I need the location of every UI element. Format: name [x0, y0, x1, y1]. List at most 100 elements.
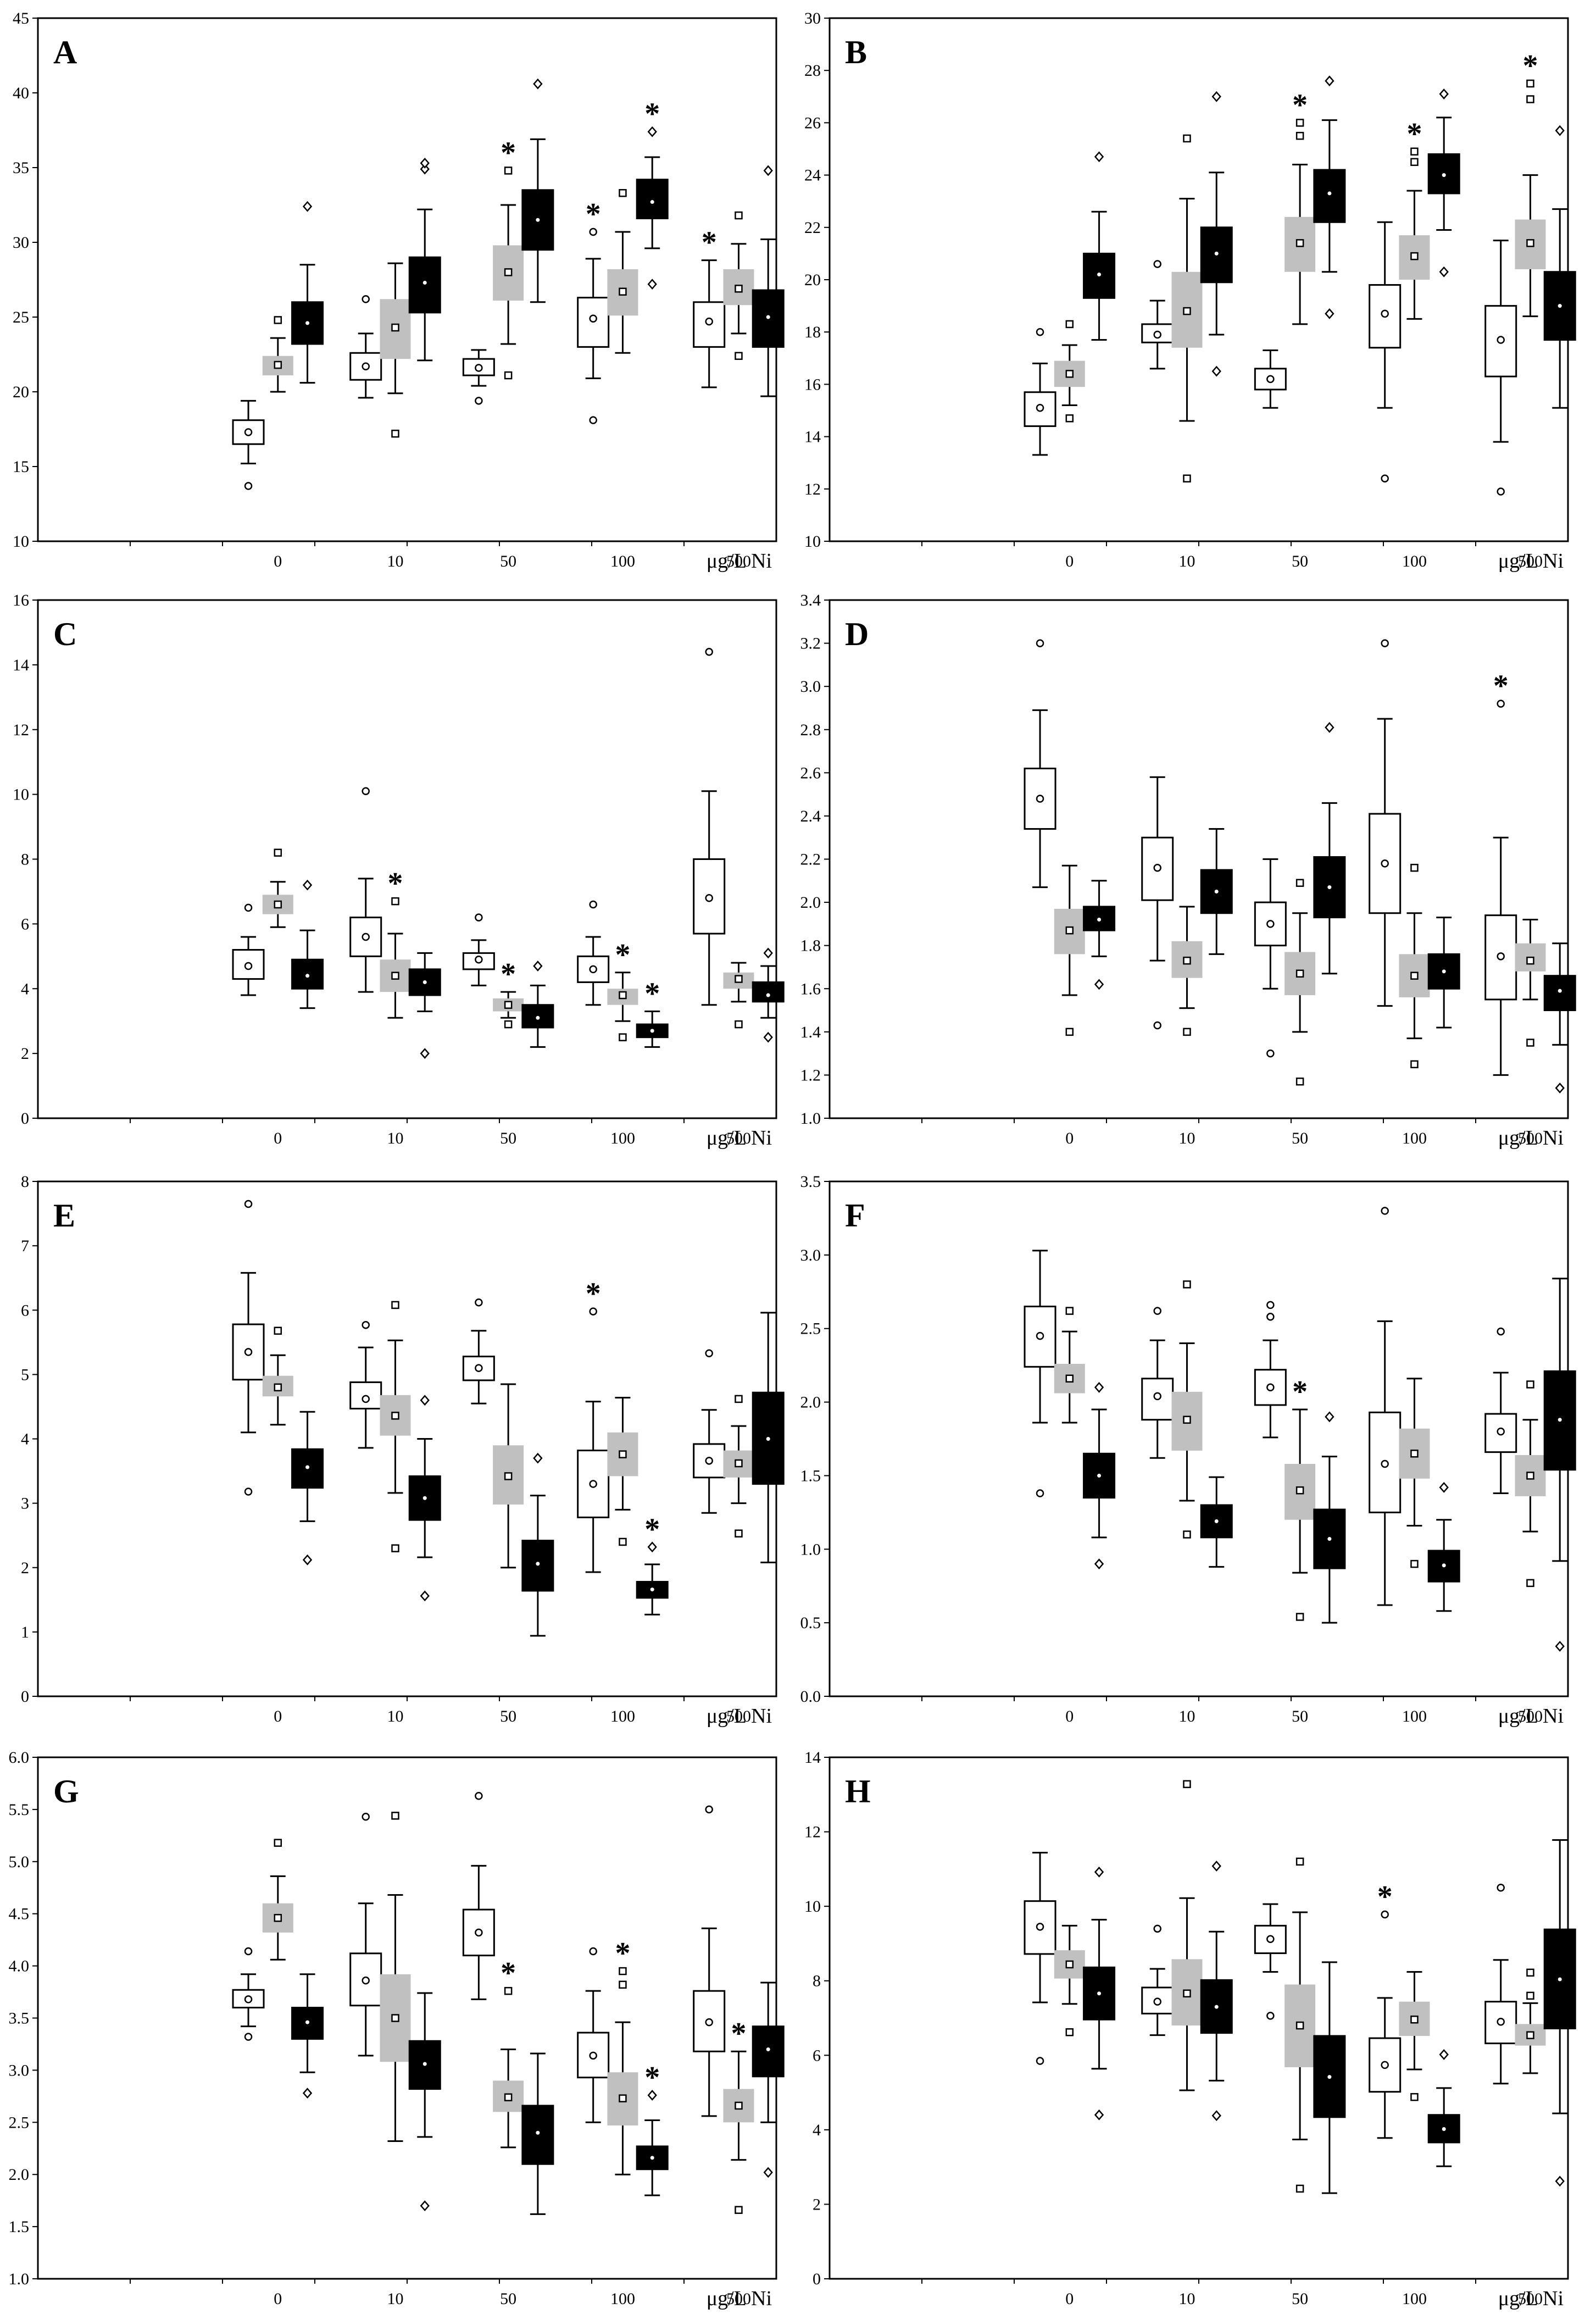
box-10: [1141, 776, 1174, 1030]
median-marker: [1442, 1563, 1446, 1568]
outlier-point: [647, 1541, 657, 1553]
y-tick-label: 26: [804, 114, 821, 132]
series-white: *: [1024, 639, 1517, 1076]
x-tick-label: 100: [610, 1707, 635, 1725]
median-marker: [589, 965, 597, 974]
y-tick-label: 8: [813, 1972, 821, 1990]
box-500: [752, 947, 785, 1043]
median-marker: [735, 1459, 743, 1468]
outlier-point: [1153, 260, 1161, 268]
box-500: [1543, 1839, 1576, 2187]
series-white: [232, 648, 726, 1006]
significance-star: *: [644, 977, 660, 1011]
x-tick-label: 0: [1065, 2290, 1074, 2308]
outlier-point: [1555, 2175, 1565, 2187]
box-0: [262, 1839, 293, 1961]
median-marker: [1558, 989, 1562, 993]
x-tick-label: 0: [274, 552, 282, 570]
x-tick-label: 100: [610, 1129, 635, 1147]
median-marker: [475, 1364, 483, 1372]
x-tick-label: 500: [1518, 1129, 1543, 1147]
box-50: *: [493, 957, 524, 1029]
median-marker: [391, 972, 399, 980]
box-0: [1054, 1924, 1085, 2036]
y-tick-label: 8: [21, 1173, 29, 1191]
x-tick-label: 0: [274, 1129, 282, 1147]
outlier-point: [589, 1947, 597, 1956]
box-100: *: [577, 1277, 610, 1573]
median-marker: [1295, 969, 1304, 978]
x-tick-label: 0: [1065, 1707, 1074, 1725]
median-marker: [1214, 251, 1219, 256]
outlier-point: [1266, 1301, 1275, 1309]
median-marker: [274, 1914, 282, 1922]
x-tick-label: 500: [726, 1707, 751, 1725]
y-tick-label: 0: [21, 1688, 29, 1706]
outlier-point: [1439, 88, 1449, 99]
box-100: [577, 900, 610, 1006]
box-500: [693, 648, 726, 1006]
x-tick-label: 50: [1292, 1129, 1308, 1147]
iqr-box: [1313, 169, 1346, 223]
outlier-point: [1211, 91, 1221, 102]
median-marker: [1526, 1472, 1534, 1480]
series-white: [1024, 1207, 1517, 1606]
outlier-point: [705, 648, 713, 656]
box-100: *: [636, 1512, 669, 1616]
median-marker: [475, 1928, 483, 1937]
median-marker: [1097, 1473, 1102, 1478]
y-tick-label: 16: [804, 375, 821, 393]
box-100: [607, 188, 638, 354]
outlier-point: [1094, 151, 1104, 163]
box-500: [1484, 240, 1517, 496]
x-tick-label: 500: [726, 1129, 751, 1147]
box-50: [462, 913, 495, 986]
box-50: *: [1284, 1375, 1316, 1621]
box-100: [1399, 863, 1430, 1069]
series-black: *: [291, 1973, 785, 2215]
y-tick-label: 1.0: [800, 1540, 821, 1558]
significance-star: *: [1377, 1880, 1393, 1914]
outlier-point: [274, 1326, 282, 1335]
iqr-box: [1543, 975, 1576, 1012]
box-10: [1171, 134, 1203, 483]
box-0: [1083, 880, 1116, 990]
median-marker: [650, 2156, 654, 2160]
x-tick-label: 0: [1065, 1129, 1074, 1147]
y-tick-label: 2.0: [800, 893, 821, 912]
y-tick-label: 10: [13, 786, 29, 804]
box-50: [521, 1452, 554, 1637]
box-10: [380, 1301, 411, 1552]
median-marker: [274, 900, 282, 909]
y-tick-label: 2: [21, 1559, 29, 1577]
outlier-point: [1526, 79, 1534, 88]
outlier-point: [735, 1529, 743, 1538]
outlier-point: [1266, 2012, 1275, 2020]
median-marker: [244, 962, 253, 970]
plot-frame: [37, 599, 777, 1119]
outlier-point: [1065, 1307, 1074, 1315]
panel-title: H: [845, 1773, 871, 1810]
series-gray: [262, 1301, 754, 1569]
outlier-point: [1439, 266, 1449, 277]
panel-g: G 1.0 1.5 2.0 2.5 3.0 3.5 4.0 4.5 5.0 5.5 6.0 0 10 50 1…: [9, 1749, 785, 2310]
y-tick-label: 2: [21, 1045, 29, 1063]
box-0: [291, 201, 324, 384]
y-tick-label: 1.5: [9, 2218, 30, 2236]
outlier-point: [1410, 1559, 1419, 1568]
median-marker: [1497, 2018, 1505, 2026]
box-500: [723, 962, 754, 1029]
median-marker: [1327, 2075, 1332, 2079]
y-tick-label: 20: [804, 271, 821, 289]
median-marker: [362, 933, 370, 941]
outlier-point: [1211, 2110, 1221, 2121]
outlier-point: [1526, 1579, 1534, 1588]
median-marker: [619, 991, 627, 1000]
y-tick-label: 1.8: [800, 937, 821, 955]
y-tick-label: 20: [13, 383, 29, 401]
median-marker: [705, 2018, 713, 2027]
median-marker: [1097, 1991, 1102, 1996]
y-tick-label: 2.5: [9, 2113, 30, 2132]
outlier-point: [763, 165, 773, 176]
box-10: [1171, 906, 1203, 1036]
